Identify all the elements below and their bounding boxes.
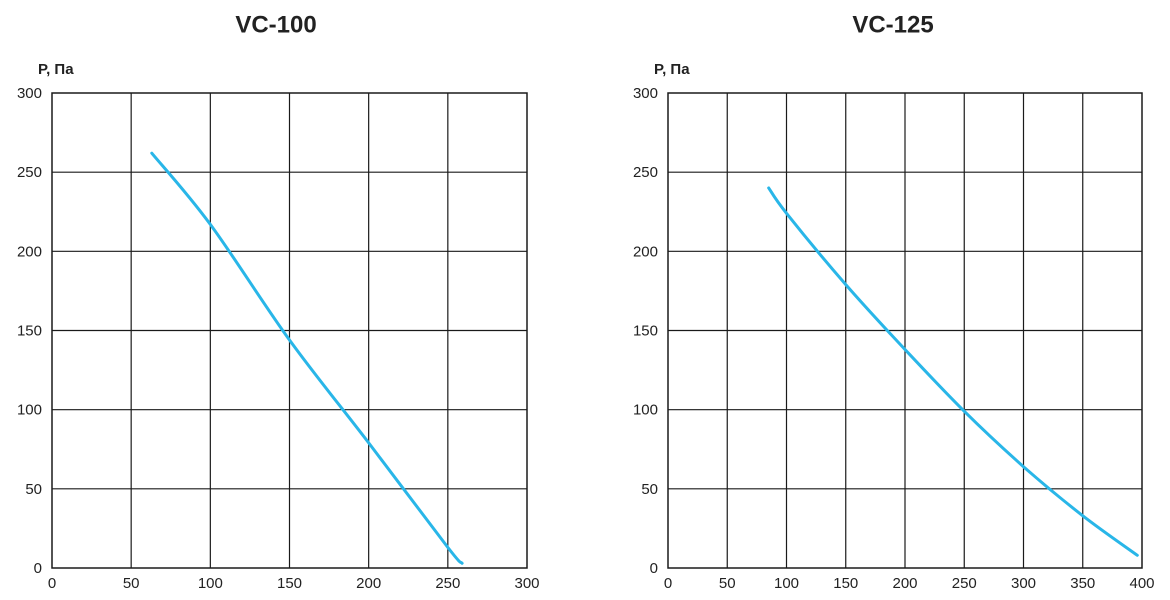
y-tick-label: 150 (633, 323, 658, 340)
y-tick-label: 100 (633, 402, 658, 419)
x-tick-label: 350 (1070, 575, 1095, 592)
x-tick-label: 100 (198, 575, 223, 592)
x-tick-label: 150 (833, 575, 858, 592)
x-tick-label: 200 (356, 575, 381, 592)
plot-frame (51, 92, 528, 569)
x-tick-label: 250 (952, 575, 977, 592)
x-tick-label: 50 (123, 575, 140, 592)
y-axis-label: P, Па (38, 61, 74, 78)
chart-1: VC-100 P, Па 0 50 100 150 200 250 300 0 50 100 150 20… (17, 11, 540, 592)
chart-title: VC-100 (235, 11, 316, 38)
x-tick-label: 50 (719, 575, 736, 592)
x-tick-label: 100 (774, 575, 799, 592)
y-axis-label: P, Па (654, 61, 690, 78)
plot-frame (667, 92, 1143, 569)
y-tick-label: 200 (633, 243, 658, 260)
x-tick-label: 0 (48, 575, 56, 592)
y-tick-label: 0 (34, 560, 42, 577)
chart-2: VC-125 P, Па 0 50 100 150 200 250 300 350 400 0 50 10… (633, 11, 1155, 592)
x-tick-label: 400 (1129, 575, 1154, 592)
y-tick-label: 300 (17, 85, 42, 102)
y-tick-label: 200 (17, 243, 42, 260)
x-tick-label: 300 (1011, 575, 1036, 592)
x-tick-label: 150 (277, 575, 302, 592)
series-line (150, 151, 464, 565)
series-line (767, 186, 1139, 557)
x-tick-label: 250 (435, 575, 460, 592)
x-tick-label: 300 (514, 575, 539, 592)
x-tick-label: 0 (664, 575, 672, 592)
y-tick-label: 50 (25, 481, 42, 498)
x-tick-label: 200 (892, 575, 917, 592)
y-tick-label: 250 (633, 164, 658, 181)
y-tick-label: 300 (633, 85, 658, 102)
y-tick-label: 250 (17, 164, 42, 181)
y-tick-label: 150 (17, 323, 42, 340)
y-tick-label: 50 (641, 481, 658, 498)
y-tick-label: 100 (17, 402, 42, 419)
chart-title: VC-125 (852, 11, 933, 38)
y-tick-label: 0 (650, 560, 658, 577)
